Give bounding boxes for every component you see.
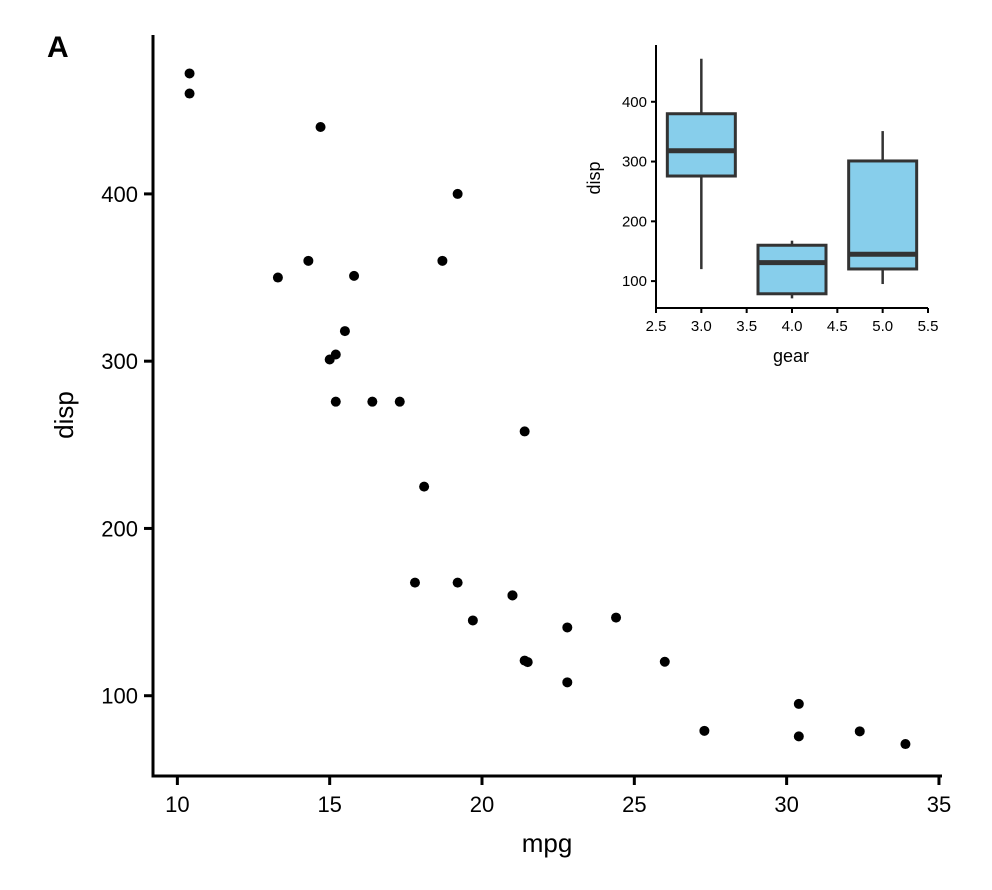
inset-y-tick-label: 300 — [622, 154, 647, 171]
inset-y-tick-label: 100 — [622, 273, 647, 290]
main-points — [184, 68, 911, 750]
panel-label: A — [47, 31, 69, 64]
main-x-tick-label: 20 — [470, 792, 494, 817]
data-point — [562, 622, 573, 633]
data-point — [562, 677, 573, 688]
data-point — [339, 326, 350, 337]
inset-axes: 2.5 3.0 3.5 4.0 4.5 5.0 5.5 100 200 300 400 — [622, 45, 938, 335]
inset-y-axis-title: disp — [584, 161, 604, 194]
main-axes: 10 15 20 25 30 35 100 200 300 400 — [101, 35, 951, 817]
data-point — [699, 725, 710, 736]
inset-x-axis-title: gear — [773, 346, 809, 366]
data-point — [519, 426, 530, 437]
inset-x-tick-label: 5.5 — [918, 318, 939, 335]
inset-x-tick-label: 3.5 — [736, 318, 757, 335]
inset-x-tick-label: 5.0 — [872, 318, 893, 335]
data-point — [611, 612, 622, 623]
inset-y-tick-label: 400 — [622, 94, 647, 111]
main-x-axis-title: mpg — [522, 828, 573, 858]
inset-x-tick-label: 4.0 — [782, 318, 803, 335]
main-x-tick-label: 15 — [317, 792, 341, 817]
inset-x-tick-label: 2.5 — [646, 318, 667, 335]
data-point — [519, 655, 530, 666]
main-y-tick-label: 200 — [101, 516, 138, 541]
data-point — [659, 656, 670, 667]
data-point — [507, 590, 518, 601]
data-point — [900, 739, 911, 750]
main-y-axis-title: disp — [49, 391, 79, 439]
main-y-tick-label: 100 — [101, 684, 138, 709]
data-point — [184, 68, 195, 79]
data-point — [324, 354, 335, 365]
main-y-tick-label: 400 — [101, 182, 138, 207]
data-point — [419, 481, 430, 492]
data-point — [793, 698, 804, 709]
data-point — [272, 272, 283, 283]
data-point — [330, 396, 341, 407]
inset-x-tick-label: 3.0 — [691, 318, 712, 335]
data-point — [349, 270, 360, 281]
main-scatter-plot: 10 15 20 25 30 35 100 200 300 400 mpg disp — [49, 35, 951, 858]
main-x-tick-label: 10 — [165, 792, 189, 817]
data-point — [467, 615, 478, 626]
main-y-tick-label: 300 — [101, 349, 138, 374]
main-x-tick-label: 35 — [927, 792, 951, 817]
data-point — [452, 188, 463, 199]
data-point — [184, 88, 195, 99]
data-point — [367, 396, 378, 407]
data-point — [315, 121, 326, 132]
data-point — [437, 255, 448, 266]
box-body — [756, 243, 828, 296]
main-x-tick-label: 25 — [622, 792, 646, 817]
box-body — [665, 112, 737, 178]
main-x-tick-label: 30 — [774, 792, 798, 817]
data-point — [452, 577, 463, 588]
data-point — [793, 731, 804, 742]
data-point — [303, 255, 314, 266]
inset-y-tick-label: 200 — [622, 213, 647, 230]
inset-boxes — [665, 58, 919, 299]
data-point — [409, 577, 420, 588]
box-body — [847, 159, 919, 271]
data-point — [854, 726, 865, 737]
inset-box-plot: 2.5 3.0 3.5 4.0 4.5 5.0 5.5 100 200 300 400 gear d… — [584, 45, 938, 366]
data-point — [394, 396, 405, 407]
inset-x-tick-label: 4.5 — [827, 318, 848, 335]
